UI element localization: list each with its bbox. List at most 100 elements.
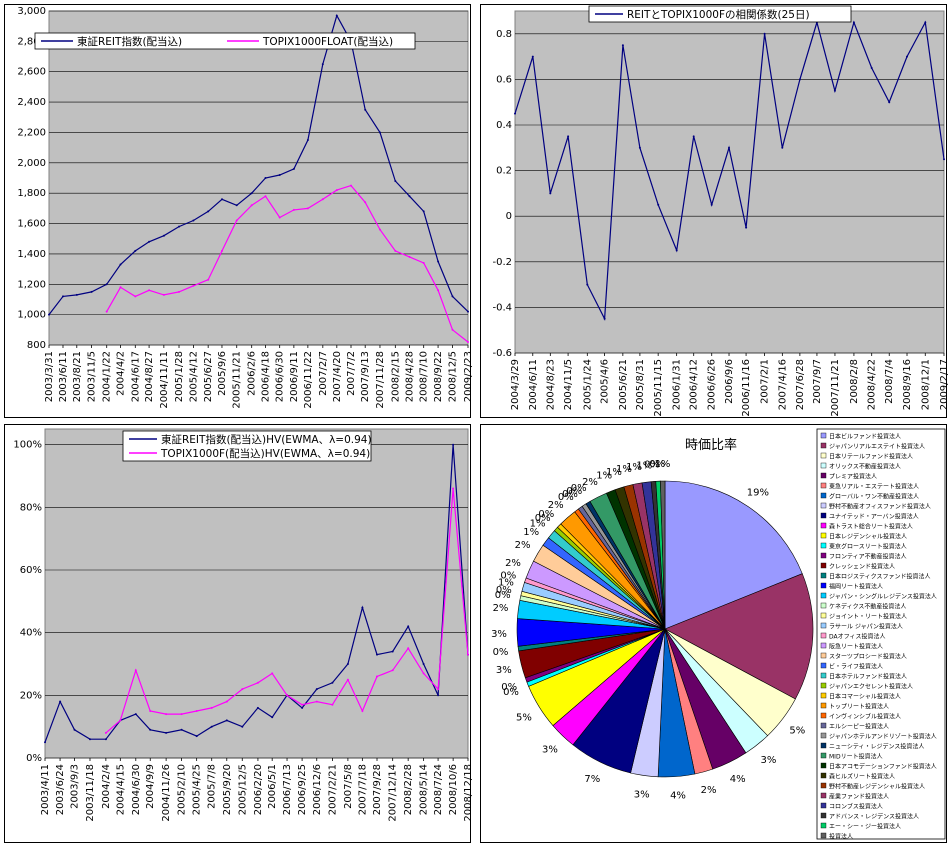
- data-point: [119, 286, 122, 289]
- x-tick-label: 2008/9/16: [902, 359, 913, 410]
- y-tick-label: 0.2: [496, 166, 512, 177]
- x-tick-label: 2007/5/8: [343, 764, 354, 809]
- x-tick-label: 2005/11/21: [232, 351, 243, 409]
- data-point: [278, 174, 281, 176]
- data-point: [105, 283, 108, 286]
- x-tick-label: 2004/11/26: [161, 764, 172, 822]
- data-point: [888, 101, 891, 104]
- data-point: [781, 146, 784, 149]
- legend-label: ジョイント・リート投資法人: [829, 613, 907, 621]
- slice-label: 0%: [501, 682, 517, 693]
- y-tick-label: 1,200: [17, 279, 46, 290]
- x-tick-label: 2008/12/1: [920, 359, 931, 410]
- data-point: [256, 706, 259, 709]
- x-tick-label: 2004/6/11: [528, 359, 539, 410]
- x-tick-label: 2007/9/7: [812, 359, 823, 404]
- data-point: [391, 650, 394, 653]
- data-point: [692, 135, 695, 138]
- data-point: [315, 688, 318, 691]
- legend-label: 東京グロースリート投資法人: [829, 543, 907, 551]
- data-point: [207, 278, 210, 281]
- data-point: [924, 21, 927, 24]
- data-point: [798, 78, 801, 81]
- legend-label: オリックス不動産投資法人: [829, 463, 901, 471]
- slice-label: 1%: [626, 462, 642, 473]
- data-point: [90, 290, 93, 293]
- x-tick-label: 2004/8/23: [545, 359, 556, 410]
- chart-canvas: 800 1,000 1,200 1,400 1,600 1,800 2,000 2,200 2,…: [17, 6, 472, 409]
- legend-swatch: [820, 482, 827, 489]
- legend-swatch: [820, 562, 827, 569]
- legend-swatch: [820, 722, 827, 729]
- legend-swatch: [820, 752, 827, 759]
- y-tick-label: -0.4: [492, 302, 512, 313]
- legend-swatch: [820, 492, 827, 499]
- x-tick-label: 2003/8/21: [72, 351, 83, 402]
- data-point: [301, 706, 304, 709]
- slice-label: 0%: [538, 509, 554, 520]
- x-tick-label: 2006/1/31: [672, 359, 683, 410]
- legend-label: アドバンス・レジデンス投資法人: [829, 813, 919, 821]
- data-point: [943, 158, 945, 161]
- legend-label: 阪急リート投資法人: [829, 643, 883, 651]
- legend-swatch: [820, 792, 827, 799]
- y-tick-label: 0.6: [496, 74, 512, 85]
- legend-label: フロンティア不動産投資法人: [829, 553, 907, 561]
- data-point: [452, 443, 455, 446]
- data-point: [567, 135, 570, 138]
- data-point: [321, 198, 324, 201]
- data-point: [335, 189, 338, 192]
- slice-label: 1%: [616, 464, 632, 475]
- data-point: [833, 89, 836, 92]
- x-tick-label: 2004/1/22: [102, 351, 113, 402]
- legend-swatch: [820, 442, 827, 449]
- data-point: [906, 55, 908, 58]
- x-tick-label: 2006/9/25: [297, 764, 308, 815]
- x-tick-label: 2006/5/1: [267, 764, 278, 809]
- legend-label: TOPIX1000FLOAT(配当込): [262, 35, 393, 48]
- series-line: [106, 184, 469, 343]
- x-tick-label: 2006/4/18: [260, 351, 271, 402]
- data-point: [271, 716, 274, 719]
- legend-swatch: [820, 522, 827, 529]
- data-point: [306, 139, 309, 141]
- data-point: [407, 647, 410, 650]
- data-point: [408, 195, 411, 198]
- x-tick-label: 2005/1/28: [174, 351, 185, 402]
- x-tick-label: 2006/2/20: [253, 764, 264, 815]
- data-point: [346, 678, 349, 681]
- x-tick-label: 2004/11/5: [563, 359, 574, 410]
- legend-swatch: [820, 772, 827, 779]
- data-point: [331, 681, 334, 684]
- legend-swatch: [820, 512, 827, 519]
- x-tick-label: 2003/9/3: [70, 764, 81, 809]
- data-point: [292, 208, 295, 211]
- legend-label: 東証REIT指数(配当込): [77, 35, 182, 48]
- x-tick-label: 2005/1/24: [582, 359, 593, 410]
- data-point: [119, 263, 122, 266]
- slice-label: 0%: [535, 513, 551, 524]
- data-point: [451, 328, 454, 331]
- market-cap-pie-chart: 19%14%5%3%4%2%4%3%7%3%5%0%0%3%0%3%2%0%0%…: [480, 424, 947, 843]
- x-tick-label: 2004/4/2: [116, 351, 127, 396]
- legend-label: トップリート投資法人: [829, 703, 889, 711]
- x-tick-label: 2009/2/17: [939, 359, 948, 410]
- x-tick-label: 2006/6/26: [707, 359, 718, 410]
- data-point: [603, 317, 606, 320]
- slice-label: 5%: [789, 725, 805, 736]
- legend-label: 日本レジデンシャル投資法人: [829, 533, 907, 541]
- x-tick-label: 2005/9/6: [217, 351, 228, 396]
- legend-swatch: [820, 672, 827, 679]
- legend-label: コロンブス投資法人: [829, 803, 883, 811]
- data-point: [165, 731, 168, 734]
- legend-label: 東急リアル・エステート投資法人: [829, 483, 919, 491]
- x-tick-label: 2005/2/10: [177, 764, 188, 815]
- data-point: [335, 14, 338, 17]
- legend-swatch: [820, 782, 827, 789]
- data-point: [675, 249, 678, 252]
- data-point: [870, 67, 873, 69]
- data-point: [178, 290, 180, 293]
- legend-label: エー・シー・ジー投資法人: [829, 823, 901, 831]
- data-point: [407, 625, 410, 628]
- legend-swatch: [820, 632, 827, 639]
